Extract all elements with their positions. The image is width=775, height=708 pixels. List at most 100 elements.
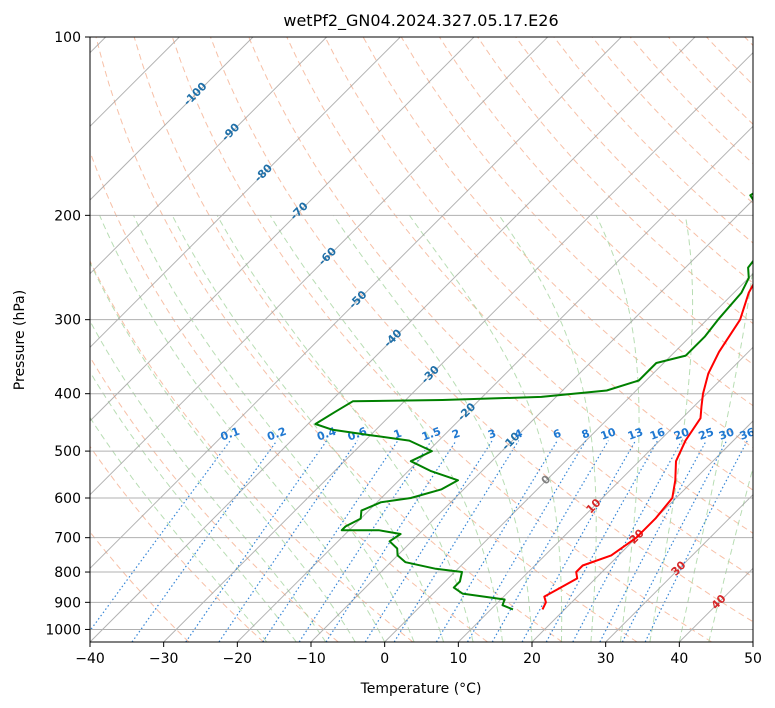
x-tick-label: −40	[75, 651, 105, 667]
mixing-ratio-line	[393, 440, 520, 642]
moist-adiabat-line	[678, 264, 753, 642]
dry-adiabat-line	[90, 259, 414, 642]
mixing-ratio-line	[262, 440, 399, 642]
isotherm-label: -70	[288, 199, 311, 222]
x-tick-label: −30	[149, 651, 179, 667]
x-tick-label: 50	[744, 651, 762, 667]
isotherm-label: -40	[381, 326, 404, 349]
x-axis: −40 −30 −20 −10 0 10 20 30 40 50	[75, 642, 762, 667]
x-tick-label: 20	[523, 651, 541, 667]
isotherm-line	[605, 493, 753, 642]
moist-adiabat-line	[216, 215, 474, 642]
mixing-ratio-label: 0.1	[219, 425, 242, 444]
mixing-ratio-label: 16	[648, 425, 667, 443]
mixing-ratio-line	[644, 440, 748, 642]
y-tick-label: 1000	[45, 622, 81, 638]
dry-adiabat-line	[286, 37, 753, 534]
moist-adiabat-line	[99, 215, 386, 642]
mixing-ratio-line	[325, 440, 457, 642]
plot-frame	[89, 36, 754, 643]
moist-adiabat-line	[269, 215, 503, 642]
mixing-ratio-label: 3	[486, 427, 498, 442]
y-tick-label: 200	[54, 208, 81, 224]
mixing-ratio-line	[545, 440, 659, 642]
mixing-ratio-line	[298, 440, 432, 642]
y-tick-label: 800	[54, 565, 81, 581]
isotherm-line	[310, 199, 753, 642]
mixing-ratio-label: 36	[738, 425, 757, 443]
dewpoint-profile-line	[314, 192, 753, 611]
moist-adiabat-line	[171, 215, 445, 642]
dry-adiabat-line	[706, 37, 753, 86]
x-tick-label: 40	[670, 651, 688, 667]
mixing-ratio-line	[435, 440, 558, 642]
dry-adiabat-line	[171, 37, 712, 642]
y-tick-label: 400	[54, 387, 81, 403]
dry-adiabat-line	[90, 150, 488, 642]
mixing-ratio-line	[364, 440, 493, 642]
mixing-ratio-label: 0.2	[265, 425, 288, 444]
temperature-profile-line	[541, 283, 753, 610]
mixing-ratio-line	[491, 440, 609, 642]
mixing-ratio-line	[185, 440, 328, 642]
y-tick-label: 600	[54, 491, 81, 507]
chart-title: wetPf2_GN04.2024.327.05.17.E26	[283, 11, 558, 31]
isotherm-line	[90, 37, 401, 349]
y-axis-title: Pressure (hPa)	[12, 290, 28, 390]
dry-adiabat-line	[591, 37, 753, 204]
isotherm-line	[384, 272, 753, 642]
mixing-ratio-label: 4	[513, 427, 525, 442]
mixing-ratio-label: 20	[672, 425, 691, 443]
x-tick-label: 30	[597, 651, 615, 667]
isotherm-line	[90, 37, 475, 422]
x-tick-label: −10	[296, 651, 326, 667]
mixing-ratio-label: 2	[450, 427, 462, 442]
isotherm-label: -20	[455, 400, 478, 423]
y-axis: 100 200 300 400 500 600 700 800 900 1000	[45, 30, 90, 638]
mixing-ratio-line	[466, 440, 587, 642]
dry-adiabat-line	[90, 356, 339, 642]
mixing-ratio-label: 6	[551, 427, 563, 442]
moist-adiabat-line	[649, 215, 694, 642]
y-tick-label: 700	[54, 531, 81, 547]
dry-adiabat-line	[133, 37, 638, 642]
moist-adiabat-line	[133, 215, 415, 642]
mixing-ratio-label: 1.5	[420, 425, 443, 444]
mixing-ratio-line	[521, 440, 637, 642]
moist-adiabat-line	[90, 320, 327, 642]
pressure-grid	[90, 37, 753, 630]
dry-adiabat-line	[553, 37, 753, 244]
moist-adiabat-line	[408, 215, 563, 642]
x-axis-title: Temperature (°C)	[360, 681, 482, 697]
mixing-ratio-label: 13	[626, 425, 645, 442]
isotherm-line	[90, 37, 696, 642]
isotherm-line	[90, 37, 622, 570]
mixing-ratio-label: 30	[717, 425, 736, 443]
dry-adiabat-line	[210, 37, 753, 623]
mixing-ratio-label: 8	[580, 427, 592, 442]
y-tick-label: 500	[54, 444, 81, 460]
x-tick-label: 10	[449, 651, 467, 667]
x-tick-label: 0	[380, 651, 389, 667]
isotherm-line	[90, 37, 328, 275]
dry-adiabat-line	[90, 531, 190, 642]
mixing-ratio-line	[131, 440, 278, 642]
moist-adiabat-line	[90, 261, 356, 642]
isotherm-line	[90, 37, 254, 201]
mixing-ratio-label: 10	[599, 425, 618, 443]
mixing-ratio-label: 25	[697, 425, 716, 442]
isotherm-line	[752, 641, 753, 642]
y-tick-label: 100	[54, 30, 81, 46]
mixing-ratio-label: 1	[392, 427, 404, 442]
moist-adiabat-line	[595, 215, 640, 642]
mixing-ratio-line	[572, 440, 683, 642]
mixing-ratio-line	[90, 440, 231, 632]
moist-adiabat-line	[90, 416, 268, 642]
y-tick-label: 900	[54, 595, 81, 611]
dry-adiabat-line	[248, 37, 753, 578]
line-labels: -100-90-80-70-60-50-40-30-20-10010203040…	[181, 79, 757, 611]
isotherm-line	[236, 125, 753, 642]
moist-adiabat-line	[332, 215, 533, 642]
dry-adiabat-line	[744, 37, 753, 47]
